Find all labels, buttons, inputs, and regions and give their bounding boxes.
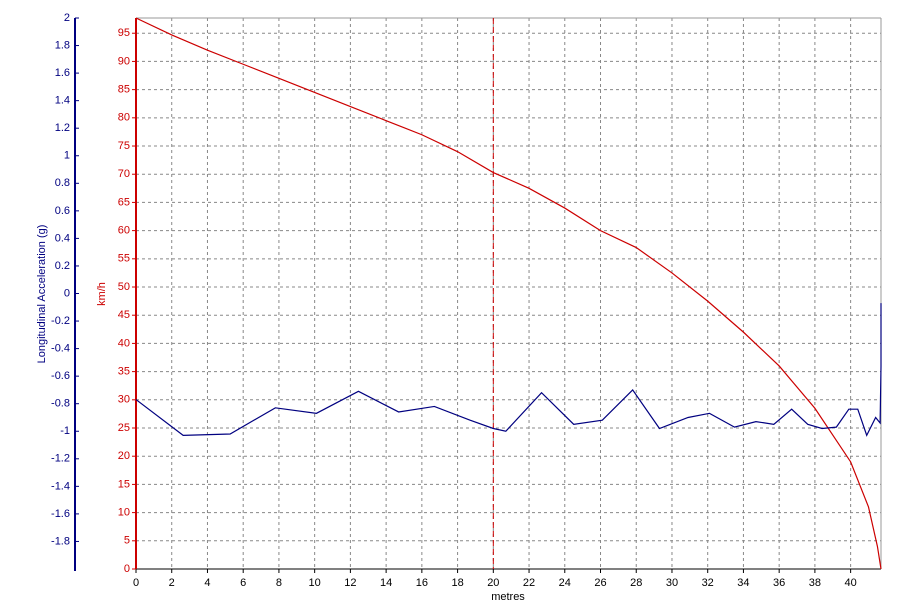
y2-tick-label: -1.4	[51, 480, 70, 492]
x-tick-label: 38	[809, 577, 821, 589]
y2-tick-label: -1	[60, 425, 70, 437]
y2-tick-label: -0.6	[51, 370, 70, 382]
x-tick-label: 24	[559, 577, 571, 589]
y-tick-label: 75	[118, 140, 130, 152]
series-line	[135, 17, 882, 570]
x-tick-label: 14	[380, 577, 392, 589]
x-tick-label: 28	[630, 577, 642, 589]
y-tick-label: 20	[118, 450, 130, 462]
x-tick-label: 30	[666, 577, 678, 589]
y-tick-label: 55	[118, 253, 130, 265]
x-tick-label: 34	[737, 577, 749, 589]
x-tick-label: 22	[523, 577, 535, 589]
y-tick-label: 0	[124, 563, 130, 575]
y2-tick-label: 1.8	[55, 39, 70, 51]
y-tick-label: 50	[118, 281, 130, 293]
y2-tick-label: -0.8	[51, 398, 70, 410]
y2-tick-label: 1.6	[55, 67, 70, 79]
x-tick-label: 20	[487, 577, 499, 589]
y2-tick-label: 0.2	[55, 260, 70, 272]
y2-tick-label: 0.6	[55, 205, 70, 217]
y2-tick-label: 0.8	[55, 177, 70, 189]
x-axis-title: metres	[491, 591, 525, 603]
series-line	[135, 303, 882, 437]
y-tick-label: 70	[118, 168, 130, 180]
x-tick-label: 32	[702, 577, 714, 589]
y-tick-label: 35	[118, 366, 130, 378]
x-tick-label: 10	[309, 577, 321, 589]
y-tick-label: 40	[118, 337, 130, 349]
y2-tick-label: -0.2	[51, 315, 70, 327]
y2-tick-label: 0.4	[55, 232, 70, 244]
y2-tick-label: -1.8	[51, 535, 70, 547]
y-tick-label: 30	[118, 394, 130, 406]
x-tick-label: 18	[451, 577, 463, 589]
x-tick-label: 8	[276, 577, 282, 589]
y2-tick-label: 0	[64, 287, 70, 299]
y-tick-label: 15	[118, 478, 130, 490]
x-tick-label: 0	[133, 577, 139, 589]
x-tick-label: 40	[845, 577, 857, 589]
x-tick-label: 4	[204, 577, 210, 589]
y-tick-label: 90	[118, 55, 130, 67]
x-tick-label: 12	[344, 577, 356, 589]
y-tick-label: 10	[118, 507, 130, 519]
y-tick-label: 25	[118, 422, 130, 434]
y-tick-label: 80	[118, 112, 130, 124]
y2-tick-label: 2	[64, 12, 70, 24]
y-tick-label: 5	[124, 535, 130, 547]
x-tick-label: 6	[240, 577, 246, 589]
x-tick-label: 26	[594, 577, 606, 589]
y-tick-label: 65	[118, 196, 130, 208]
y2-tick-label: -1.2	[51, 453, 70, 465]
y-tick-label: 60	[118, 225, 130, 237]
y-axis-title: km/h	[96, 282, 108, 306]
y-tick-label: 45	[118, 309, 130, 321]
y2-tick-label: 1.4	[55, 95, 70, 107]
y2-tick-label: -0.4	[51, 343, 70, 355]
y2-axis-title: Longitudinal Acceleration (g)	[36, 225, 48, 364]
y-tick-label: 95	[118, 27, 130, 39]
x-tick-label: 2	[169, 577, 175, 589]
x-tick-label: 36	[773, 577, 785, 589]
y2-tick-label: 1	[64, 150, 70, 162]
y2-tick-label: 1.2	[55, 122, 70, 134]
x-tick-label: 16	[416, 577, 428, 589]
y-tick-label: 85	[118, 84, 130, 96]
y2-tick-label: -1.6	[51, 508, 70, 520]
